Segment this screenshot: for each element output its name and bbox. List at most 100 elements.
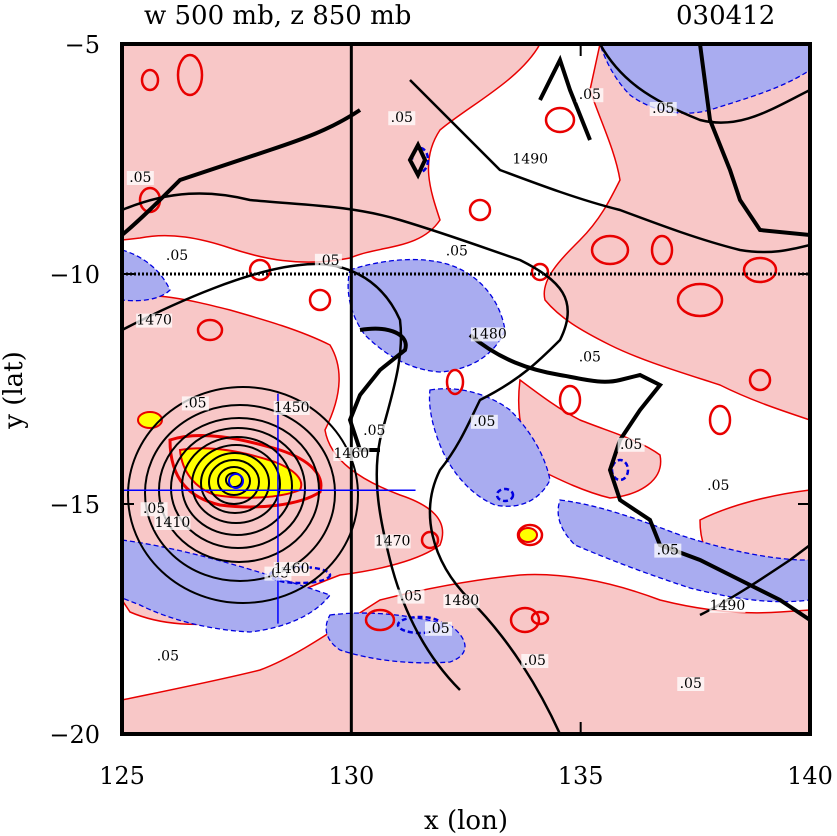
- low-center-marker: [228, 473, 244, 489]
- w-label-12: .05: [707, 478, 729, 494]
- pos-cell-12: [308, 288, 332, 312]
- w-label-16: .05: [157, 648, 179, 664]
- z-label-bg-1: [512, 152, 549, 167]
- w-label-5: .05: [652, 101, 674, 117]
- pos-cell-1: [176, 53, 204, 97]
- z-bold-contour-east: [468, 333, 810, 622]
- z-ring-7: [170, 427, 306, 549]
- w-label-0: .05: [166, 248, 188, 264]
- x-tick-label-3: 140: [787, 762, 833, 790]
- w-label-bg-0: [163, 249, 191, 264]
- pos-cell-17: [530, 610, 550, 626]
- w-label-3: .05: [446, 244, 468, 260]
- pos-cell-16: [509, 606, 541, 634]
- z-bold-contour-north: [122, 54, 592, 237]
- w-label-bg-8: [360, 424, 388, 438]
- z-ring-4: [200, 452, 270, 514]
- neg-cell-4: [410, 146, 430, 174]
- w-label-1: .05: [317, 253, 339, 269]
- pos-cell-22: [558, 384, 582, 416]
- pos-cell-5: [530, 262, 550, 282]
- z-label-5: 1460: [274, 561, 310, 577]
- w-label-bg-12: [704, 479, 732, 494]
- chart-title: w 500 mb, z 850 mb: [144, 1, 411, 31]
- z-1490-contour: [409, 79, 810, 254]
- x-tick-label-2: 135: [558, 762, 604, 790]
- small-positive-cells: [138, 53, 778, 634]
- w-label-bg-4: [576, 88, 604, 103]
- w-label-bg-3: [443, 244, 471, 259]
- z-1500-contour: [598, 44, 810, 124]
- w-label-bg-16: [154, 649, 182, 664]
- plot-frame: [120, 42, 812, 736]
- y-tick-label-3: −20: [49, 721, 100, 749]
- pos-cell-21: [420, 530, 440, 550]
- w-label-18: .05: [680, 676, 702, 692]
- z-label-bg-6: [374, 534, 411, 549]
- z-ring-10: [127, 386, 359, 604]
- z-bold-contour-northeast: [698, 44, 810, 237]
- w-label-bg-17: [521, 654, 549, 668]
- z-label-bg-0: [136, 313, 173, 328]
- z-ring-9: [144, 404, 336, 582]
- w-label-6: .05: [184, 395, 206, 411]
- z-ring-2: [217, 466, 251, 496]
- negative-w-region-center: [347, 258, 506, 373]
- z-label-bg-5: [273, 562, 310, 576]
- w-contour-labels: .05 .05 .05 .05 .05 .05 .05 .05 .05 .05 .05 .05 .05.…: [126, 87, 732, 692]
- z-contour-labels: 1470 1490 1480 1450 1410 1460 1470 1480 1490 1460: [136, 152, 746, 614]
- x-axis-ticks: 125 130 135 140: [99, 44, 833, 790]
- neg-cell-3: [495, 487, 515, 503]
- x-axis-label: x (lon): [424, 806, 508, 836]
- plot-area: .05 .05 .05 .05 .05 .05 .05 .05 .05 .05 .05 .05 .05.…: [122, 44, 810, 734]
- z-label-1: 1490: [512, 152, 548, 168]
- z-label-bg-2: [470, 327, 507, 342]
- z-1480-contour: [122, 192, 570, 734]
- w-label-bg-18: [677, 677, 705, 691]
- z-1470-contour: [122, 262, 461, 691]
- yellow-cell-west: [137, 411, 163, 429]
- w-label-bg-11: [576, 350, 604, 365]
- z-ring-3: [208, 459, 260, 505]
- w-label-9: .05: [473, 414, 495, 430]
- w-label-bg-9: [470, 414, 498, 429]
- pos-cell-2: [140, 68, 160, 92]
- z-label-bg-3: [273, 401, 310, 415]
- w-label-14: .05: [400, 589, 422, 605]
- pos-cell-20: [708, 404, 732, 436]
- z-ring-5: [191, 444, 281, 524]
- pos-cell-13: [196, 318, 224, 342]
- z-label-6: 1470: [375, 533, 411, 549]
- y-tick-label-1: −10: [49, 261, 100, 289]
- chart-date: 030412: [676, 1, 775, 31]
- y-axis-ticks: −5 −10 −15 −20: [49, 31, 810, 749]
- x-tick-label-1: 130: [328, 762, 374, 790]
- positive-w-region-northwest: [122, 44, 541, 263]
- w-label-20: .05: [129, 170, 151, 186]
- z-label-0: 1470: [136, 313, 172, 329]
- yellow-cell-east: [518, 527, 538, 543]
- pos-cell-18: [364, 608, 396, 632]
- w-label-bg-2: [388, 111, 416, 126]
- w-label-bg-13: [654, 543, 682, 558]
- pos-cell-4: [468, 198, 492, 222]
- pos-cell-14: [445, 368, 465, 396]
- w-label-bg-5: [649, 102, 677, 116]
- pos-cell-7: [676, 282, 724, 318]
- pos-cell-3: [544, 106, 576, 134]
- z-ring-6: [181, 436, 293, 536]
- w-label-bg-14: [397, 589, 425, 604]
- reference-lines: [122, 44, 810, 734]
- w-label-4: .05: [579, 87, 601, 103]
- z-label-3: 1450: [274, 400, 310, 416]
- z-label-7: 1480: [444, 593, 480, 609]
- bold-contours: [122, 44, 810, 622]
- w-label-bg-19: [140, 502, 168, 517]
- z-label-9: 1460: [334, 446, 370, 462]
- z-label-2: 1480: [471, 326, 507, 342]
- w-label-bg-6: [181, 396, 209, 411]
- pos-cell-8: [742, 256, 778, 284]
- y-tick-label-0: −5: [65, 31, 100, 59]
- z-label-bg-4: [154, 516, 191, 530]
- w-label-bg-15: [424, 621, 452, 636]
